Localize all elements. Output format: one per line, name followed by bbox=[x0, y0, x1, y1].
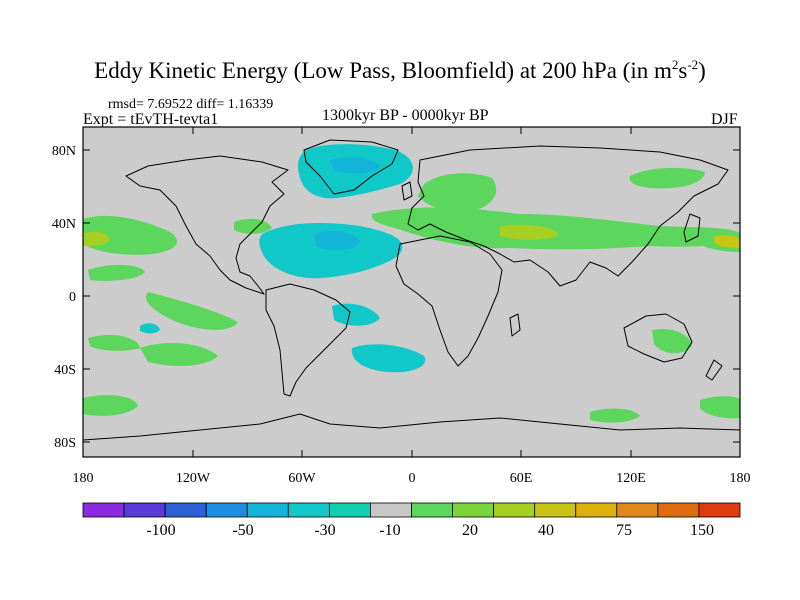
anomaly-southern-ocean-east bbox=[700, 396, 740, 419]
axis-ticks bbox=[83, 127, 740, 457]
coastline-japan bbox=[683, 213, 701, 243]
experiment-label: Expt = tEvTH-tevta1 bbox=[83, 111, 219, 128]
lon-label-180e: 180 bbox=[730, 471, 751, 486]
anomaly-southeast-pacific bbox=[88, 335, 140, 351]
anomaly-azores bbox=[234, 218, 272, 234]
coastline-australia bbox=[623, 313, 693, 363]
colorbar-box bbox=[287, 502, 330, 518]
coastline-antarctica bbox=[83, 413, 740, 441]
lat-label-40n: 40N bbox=[52, 217, 76, 232]
colorbar-box bbox=[452, 502, 495, 518]
anomaly-south-atlantic bbox=[351, 344, 426, 373]
map-background bbox=[83, 127, 740, 457]
colorbar-box bbox=[534, 502, 577, 518]
stats-line: rmsd= 7.69522 diff= 1.16339 bbox=[108, 97, 274, 112]
anomaly-south-atlantic-tropics bbox=[332, 303, 380, 326]
longitude-labels: 180 120W 60W 0 60E 120E 180 bbox=[73, 471, 751, 486]
lon-label-0: 0 bbox=[409, 471, 416, 486]
anomaly-west-pacific-core bbox=[714, 235, 740, 248]
colorbar-label: 40 bbox=[538, 522, 554, 539]
colorbar-labels: -100 -50 -30 -10 20 40 75 150 bbox=[146, 522, 714, 539]
colorbar-label: 150 bbox=[690, 522, 714, 539]
coastline-madagascar bbox=[509, 313, 521, 337]
season-label: DJF bbox=[711, 111, 738, 128]
colorbar bbox=[82, 502, 741, 518]
colorbar-label: 75 bbox=[616, 522, 632, 539]
coastline-greenland bbox=[303, 139, 399, 195]
anomaly-australia bbox=[652, 328, 692, 354]
lon-label-180w: 180 bbox=[73, 471, 94, 486]
anomaly-siberia-northeast bbox=[629, 167, 705, 189]
colorbar-box bbox=[698, 502, 741, 518]
colorbar-label: -30 bbox=[314, 522, 335, 539]
colorbar-box bbox=[205, 502, 248, 518]
colorbar-box bbox=[328, 502, 371, 518]
colorbar-box bbox=[411, 502, 453, 518]
coastline-uk bbox=[401, 181, 413, 201]
anomaly-north-pacific-east bbox=[83, 215, 177, 255]
lon-label-120e: 120E bbox=[616, 471, 646, 486]
lat-label-40s: 40S bbox=[54, 363, 76, 378]
colorbar-box bbox=[123, 502, 166, 518]
anomaly-southern-indian bbox=[590, 408, 640, 423]
coastlines bbox=[83, 139, 740, 441]
lon-label-120w: 120W bbox=[176, 471, 211, 486]
anomaly-north-atlantic bbox=[259, 223, 403, 279]
anomaly-north-atlantic-core bbox=[314, 231, 360, 251]
anomaly-southern-ocean-west bbox=[83, 395, 138, 416]
latitude-labels: 80N 40N 0 40S 80S bbox=[52, 144, 76, 451]
colorbar-box bbox=[246, 502, 289, 518]
anomaly-north-pacific-east-core bbox=[83, 231, 110, 246]
colorbar-box bbox=[493, 502, 536, 518]
period-label: 1300kyr BP - 0000kyr BP bbox=[322, 107, 489, 124]
lon-label-60e: 60E bbox=[510, 471, 533, 486]
anomaly-greenland-core bbox=[330, 157, 380, 174]
anomaly-south-pacific-blob bbox=[140, 323, 160, 334]
map-title: Eddy Kinetic Energy (Low Pass, Bloomfiel… bbox=[94, 57, 706, 83]
colorbar-label: 20 bbox=[462, 522, 478, 539]
anomaly-scandinavia bbox=[418, 173, 497, 213]
lat-label-80s: 80S bbox=[54, 436, 76, 451]
colorbar-box bbox=[370, 502, 412, 518]
anomaly-subtropical-pacific bbox=[88, 264, 145, 281]
colorbar-label: -50 bbox=[232, 522, 253, 539]
anomaly-south-pacific bbox=[146, 292, 238, 330]
colorbar-box bbox=[657, 502, 700, 518]
lat-label-80n: 80N bbox=[52, 144, 76, 159]
coastline-africa bbox=[395, 235, 503, 367]
coastline-eurasia bbox=[407, 145, 729, 287]
coastline-south-america bbox=[265, 283, 351, 397]
colorbar-box bbox=[616, 502, 659, 518]
colorbar-label: -10 bbox=[379, 522, 400, 539]
coastline-north-america bbox=[125, 155, 289, 295]
anomaly-eurasia-jet-core bbox=[500, 224, 559, 240]
colorbar-box bbox=[575, 502, 618, 518]
colorbar-label: -100 bbox=[146, 522, 175, 539]
colorbar-box bbox=[82, 502, 125, 518]
colorbar-box bbox=[164, 502, 207, 518]
anomaly-south-pacific-mid bbox=[140, 342, 218, 366]
lat-label-0: 0 bbox=[69, 290, 76, 305]
lon-label-60w: 60W bbox=[288, 471, 316, 486]
coastline-new-zealand bbox=[705, 359, 723, 381]
